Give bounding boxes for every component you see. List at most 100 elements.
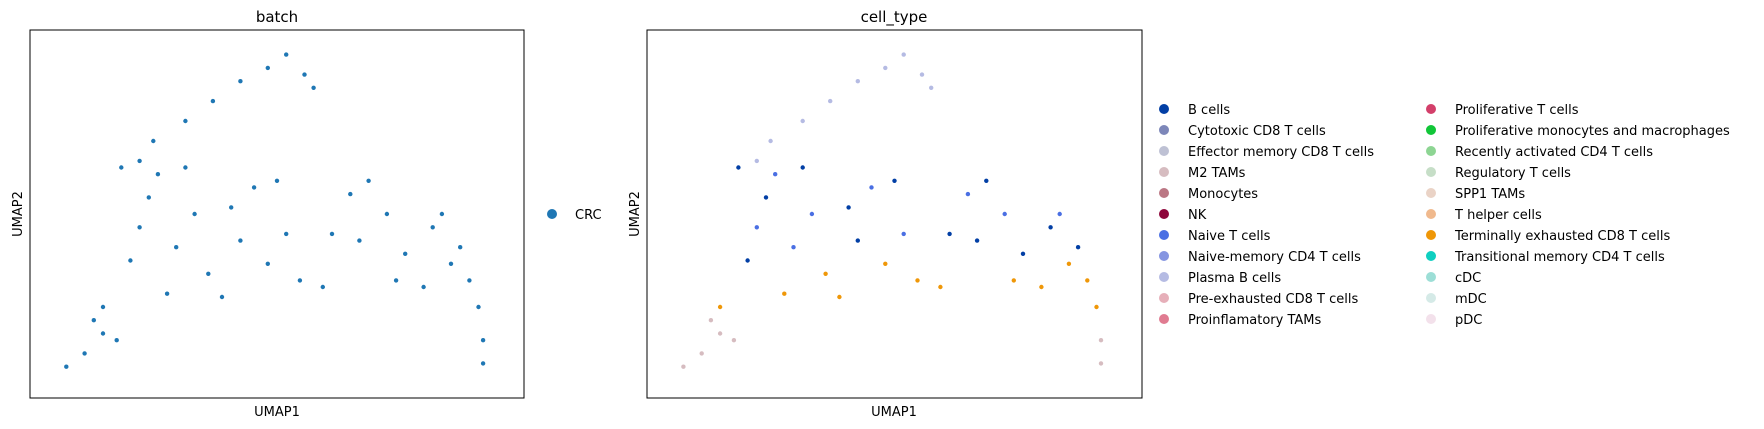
scatter-point — [915, 278, 920, 283]
batch-legend: CRC — [547, 208, 602, 223]
batch-panel: batch UMAP1 UMAP2 CRC — [11, 8, 602, 420]
scatter-point — [100, 331, 106, 336]
scatter-point — [192, 211, 197, 217]
legend-marker — [1159, 314, 1169, 324]
scatter-point — [837, 294, 842, 300]
legend-marker — [1426, 272, 1436, 282]
scatter-point — [823, 271, 828, 276]
scatter-point — [1048, 225, 1053, 230]
scatter-point — [421, 284, 426, 290]
scatter-point — [708, 318, 714, 323]
legend-label: Cytotoxic CD8 T cells — [1188, 124, 1326, 139]
legend-marker — [1426, 104, 1436, 114]
scatter-point — [229, 205, 234, 210]
scatter-point — [791, 245, 796, 250]
legend-marker — [1426, 188, 1436, 198]
batch-ylabel: UMAP2 — [11, 191, 26, 237]
scatter-point — [119, 165, 124, 170]
legend-marker — [1426, 167, 1436, 177]
legend-label: Proinflamatory TAMs — [1188, 313, 1322, 328]
batch-scatter-points — [64, 52, 486, 369]
scatter-point — [938, 284, 943, 290]
scatter-point — [284, 52, 289, 57]
scatter-point — [1085, 278, 1090, 283]
legend-marker — [1426, 293, 1436, 303]
scatter-point — [773, 172, 778, 177]
legend-label: Naive-memory CD4 T cells — [1188, 250, 1361, 265]
scatter-point — [403, 251, 408, 256]
scatter-point — [114, 338, 119, 343]
scatter-point — [1002, 211, 1007, 217]
scatter-point — [745, 258, 750, 263]
scatter-point — [238, 238, 243, 243]
legend-marker — [1159, 167, 1169, 177]
legend-label: T helper cells — [1454, 208, 1542, 223]
scatter-point — [901, 52, 906, 57]
scatter-point — [699, 351, 704, 356]
cell-type-scatter-points — [681, 52, 1104, 369]
legend-marker — [1426, 251, 1436, 261]
scatter-point — [800, 118, 805, 124]
scatter-point — [137, 158, 142, 164]
legend-label: Naive T cells — [1188, 229, 1271, 244]
legend-marker — [1426, 314, 1436, 324]
scatter-point — [151, 138, 156, 144]
scatter-point — [731, 338, 737, 343]
scatter-point — [869, 185, 874, 190]
scatter-point — [809, 211, 815, 217]
legend-marker — [1159, 104, 1169, 114]
legend-label: Plasma B cells — [1188, 271, 1281, 286]
legend-label: Terminally exhausted CD8 T cells — [1454, 229, 1670, 244]
scatter-point — [480, 361, 486, 366]
legend-marker — [1159, 188, 1169, 198]
scatter-point — [1094, 304, 1099, 310]
legend-label: Pre-exhausted CD8 T cells — [1188, 292, 1358, 307]
scatter-point — [219, 294, 225, 300]
legend-label: Proliferative T cells — [1455, 103, 1579, 118]
scatter-point — [754, 158, 759, 164]
scatter-point — [974, 238, 980, 243]
legend-marker — [1159, 125, 1169, 135]
legend-marker — [1426, 209, 1436, 219]
scatter-point — [736, 165, 741, 170]
legend-marker — [1426, 125, 1436, 135]
legend-label: cDC — [1455, 271, 1481, 286]
legend-label: B cells — [1188, 103, 1230, 118]
legend-label: pDC — [1455, 313, 1482, 328]
scatter-point — [311, 85, 316, 91]
scatter-point — [137, 225, 142, 230]
scatter-point — [82, 351, 87, 356]
batch-xlabel: UMAP1 — [254, 405, 300, 420]
legend-label: NK — [1188, 208, 1207, 223]
scatter-point — [965, 191, 971, 197]
scatter-point — [855, 238, 860, 243]
scatter-point — [458, 245, 463, 250]
scatter-point — [717, 331, 723, 336]
cell-type-panel: cell_type UMAP1 UMAP2 B cells Cytotoxic C… — [628, 8, 1730, 420]
legend-label: M2 TAMs — [1188, 166, 1246, 181]
scatter-point — [901, 231, 906, 237]
scatter-point — [174, 245, 179, 250]
scatter-point — [768, 138, 773, 144]
scatter-point — [64, 364, 69, 369]
scatter-point — [476, 304, 481, 310]
scatter-point — [146, 195, 151, 200]
legend-label: Effector memory CD8 T cells — [1188, 145, 1374, 160]
scatter-point — [717, 304, 723, 310]
scatter-point — [329, 231, 335, 237]
legend-label: Proliferative monocytes and macrophages — [1455, 124, 1730, 139]
scatter-point — [384, 211, 390, 217]
legend-label: SPP1 TAMs — [1455, 187, 1525, 202]
cell-type-legend: B cells Cytotoxic CD8 T cells Effector mem… — [1159, 103, 1730, 328]
legend-label: Monocytes — [1188, 187, 1258, 202]
legend-marker — [1426, 230, 1436, 240]
scatter-point — [984, 178, 989, 183]
scatter-point — [883, 261, 888, 266]
scatter-point — [1057, 211, 1062, 217]
scatter-point — [284, 231, 289, 237]
scatter-point — [1066, 261, 1072, 266]
scatter-point — [183, 118, 188, 124]
scatter-point — [947, 231, 952, 237]
scatter-point — [297, 278, 303, 283]
